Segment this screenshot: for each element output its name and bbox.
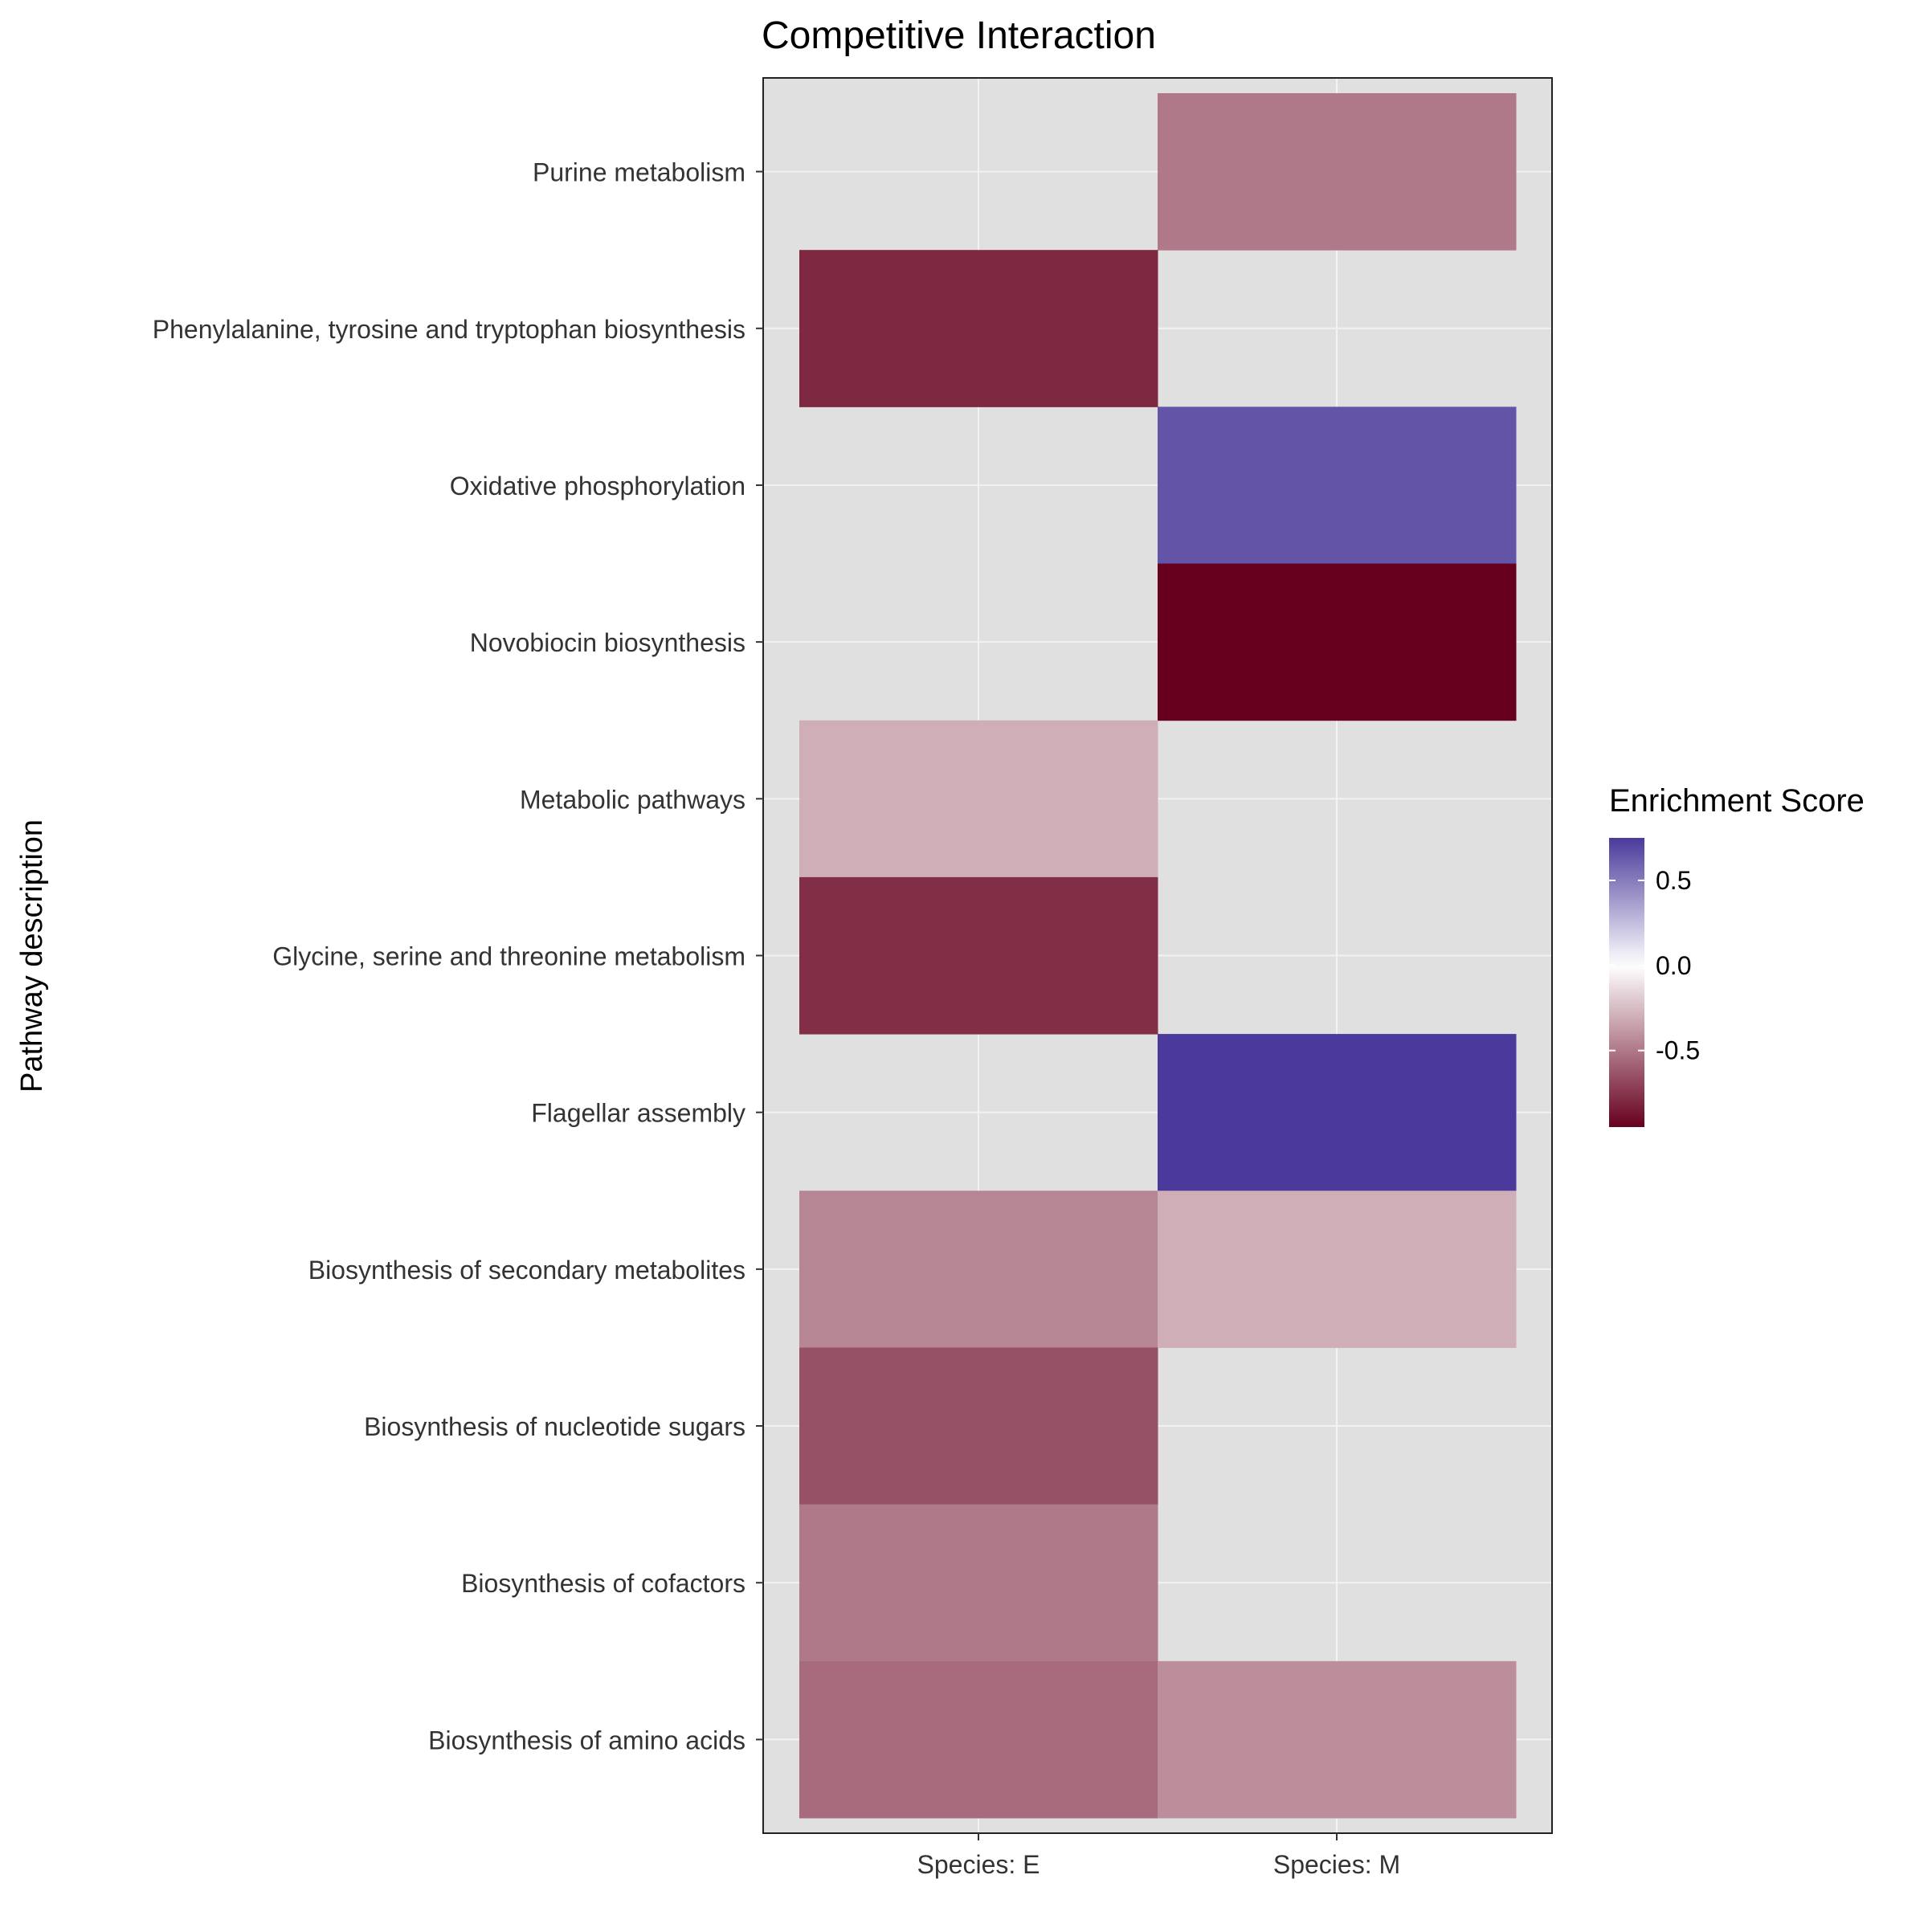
heatmap-tile [799, 1660, 1158, 1819]
y-tick-label: Biosynthesis of secondary metabolites [308, 1256, 745, 1285]
heatmap-tile [1158, 406, 1517, 565]
heatmap-tile [799, 876, 1158, 1035]
heatmap-tile [1158, 1660, 1517, 1819]
y-tick-label: Purine metabolism [533, 158, 745, 187]
legend-tick-label: -0.5 [1656, 1036, 1700, 1065]
heatmap-tile [1158, 1191, 1517, 1348]
y-axis-title: Pathway description [15, 819, 49, 1093]
legend-title: Enrichment Score [1609, 783, 1865, 819]
y-tick-label: Biosynthesis of cofactors [461, 1569, 745, 1598]
chart-title: Competitive Interaction [762, 14, 1156, 57]
y-tick-label: Phenylalanine, tyrosine and tryptophan b… [153, 315, 745, 344]
x-axis-ticks: Species: E Species: M [917, 1833, 1400, 1879]
heatmap-tile [1158, 93, 1517, 251]
heatmap-tile [799, 250, 1158, 407]
y-axis-ticks: Purine metabolism Phenylalanine, tyrosine… [153, 158, 763, 1754]
legend-tick-label: 0.5 [1656, 866, 1691, 895]
y-tick-label: Oxidative phosphorylation [450, 472, 745, 500]
x-tick-label: Species: M [1273, 1850, 1400, 1879]
y-tick-label: Biosynthesis of amino acids [428, 1726, 745, 1754]
heatmap-tiles [799, 93, 1517, 1819]
legend: Enrichment Score 0.5 0.0 -0.5 [1609, 783, 1865, 1127]
legend-colorbar [1609, 838, 1644, 1127]
y-tick-label: Biosynthesis of nucleotide sugars [364, 1412, 745, 1441]
y-tick-label: Metabolic pathways [520, 785, 745, 814]
y-tick-label: Novobiocin biosynthesis [470, 628, 745, 657]
legend-tick-label: 0.0 [1656, 951, 1691, 980]
heatmap-tile [799, 1191, 1158, 1348]
heatmap-tile [799, 720, 1158, 878]
heatmap-tile [1158, 1034, 1517, 1191]
y-tick-label: Glycine, serine and threonine metabolism [272, 942, 745, 971]
heatmap-tile [799, 1504, 1158, 1662]
legend-ticks: 0.5 0.0 -0.5 [1609, 866, 1700, 1065]
heatmap-tile [1158, 563, 1517, 721]
heatmap-tile [799, 1347, 1158, 1505]
x-tick-label: Species: E [917, 1850, 1040, 1879]
y-tick-label: Flagellar assembly [531, 1099, 745, 1128]
